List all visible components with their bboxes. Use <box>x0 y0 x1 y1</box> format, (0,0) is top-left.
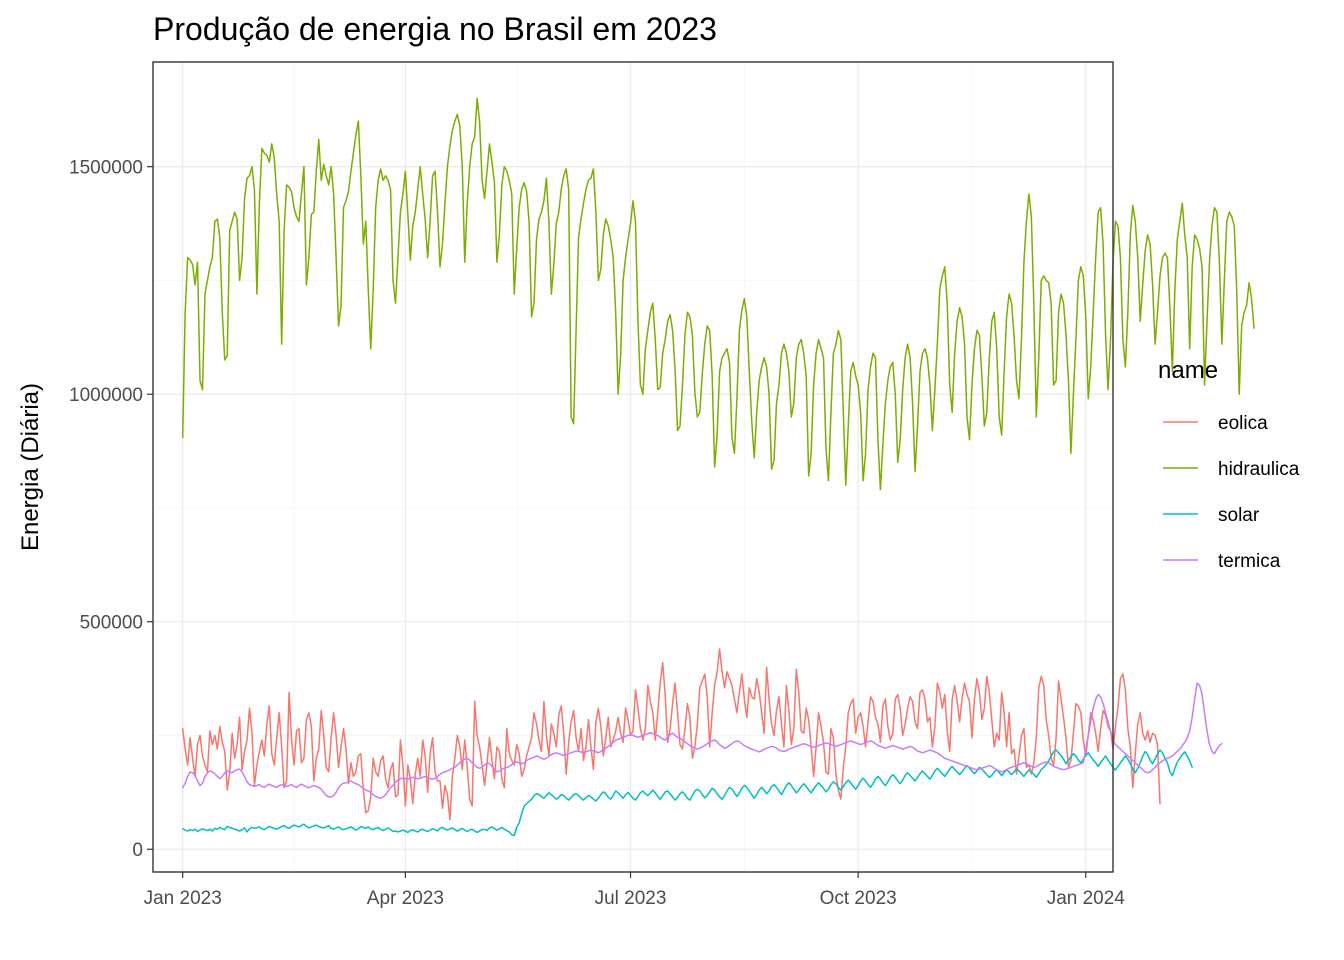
series-line-solar <box>181 749 1193 837</box>
legend-label-termica: termica <box>1218 551 1281 572</box>
y-tick-label: 1500000 <box>69 158 143 179</box>
panel-border <box>152 61 1114 873</box>
y-tick-label: 0 <box>132 840 143 861</box>
chart-title: Produção de energia no Brasil em 2023 <box>153 11 717 47</box>
series-line-termica <box>181 682 1223 800</box>
y-tick-label: 1000000 <box>69 385 143 406</box>
x-tick-label: Oct 2023 <box>820 888 897 909</box>
series-line-eolica <box>181 648 1161 821</box>
grid <box>153 62 1113 872</box>
legend: name eolica hidraulica solar termica <box>1158 357 1300 572</box>
x-tick-label: Jan 2024 <box>1047 888 1126 909</box>
legend-label-hidraulica: hidraulica <box>1218 459 1300 480</box>
y-tick-label: 500000 <box>80 613 143 634</box>
legend-label-eolica: eolica <box>1218 413 1268 434</box>
axes: 0 500000 1000000 1500000 Jan 2023 Apr 2023 Jul… <box>69 158 1125 909</box>
x-tick-label: Apr 2023 <box>367 888 444 909</box>
legend-title: name <box>1158 357 1218 384</box>
series-layer <box>181 97 1255 837</box>
series-line-hidraulica <box>181 97 1255 491</box>
legend-label-solar: solar <box>1218 505 1260 526</box>
x-tick-label: Jan 2023 <box>144 888 222 909</box>
x-tick-label: Jul 2023 <box>595 888 667 909</box>
y-axis-title: Energia (Diária) <box>17 383 44 551</box>
